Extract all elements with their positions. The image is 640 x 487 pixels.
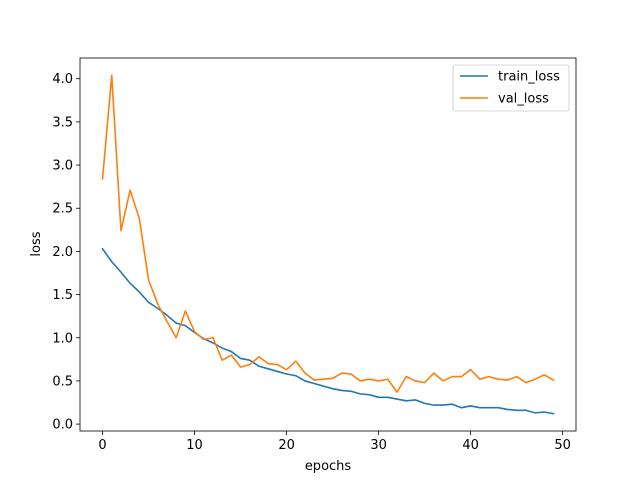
y-axis-ticks: 0.0 0.5 1.0 1.5 2.0 2.5 3.0 3.5 4.0	[52, 72, 80, 433]
x-axis-label: epochs	[305, 459, 352, 474]
y-tick-label: 0.5	[52, 374, 73, 389]
x-tick-label: 30	[370, 438, 387, 453]
series-line-val-loss	[101, 74, 555, 393]
x-axis-ticks: 0 10 20 30 40 50	[98, 431, 571, 453]
legend-label-val-loss: val_loss	[498, 92, 549, 107]
x-tick-label: 0	[98, 438, 106, 453]
y-tick-label: 4.0	[52, 72, 73, 87]
y-tick-label: 2.5	[52, 202, 73, 217]
axes-frame	[79, 57, 577, 432]
y-tick-label: 3.0	[52, 159, 73, 174]
y-tick-label: 0.0	[52, 418, 73, 433]
x-tick-label: 20	[278, 438, 295, 453]
y-axis-label: loss	[29, 231, 44, 256]
x-tick-label: 50	[554, 438, 571, 453]
y-tick-label: 1.5	[52, 288, 73, 303]
legend: train_loss val_loss	[452, 64, 570, 112]
x-tick-label: 40	[462, 438, 479, 453]
x-tick-label: 10	[186, 438, 203, 453]
legend-label-train-loss: train_loss	[498, 70, 560, 85]
plot-lines	[101, 74, 555, 415]
y-tick-label: 2.0	[52, 245, 73, 260]
y-tick-label: 3.5	[52, 115, 73, 130]
series-line-train-loss	[101, 247, 555, 415]
y-tick-label: 1.0	[52, 331, 73, 346]
